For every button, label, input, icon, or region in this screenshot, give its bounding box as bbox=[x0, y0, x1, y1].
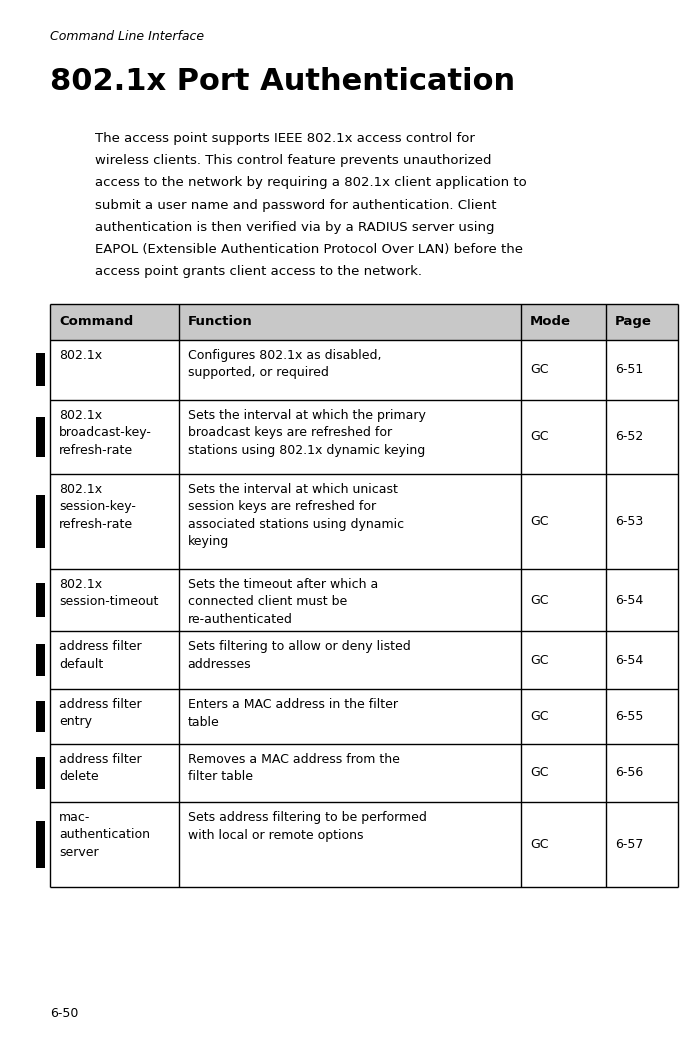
Text: Configures 802.1x as disabled,
supported, or required: Configures 802.1x as disabled, supported… bbox=[188, 349, 382, 380]
Text: GC: GC bbox=[530, 515, 549, 528]
Text: Sets address filtering to be performed
with local or remote options: Sets address filtering to be performed w… bbox=[188, 811, 426, 842]
Text: The access point supports IEEE 802.1x access control for: The access point supports IEEE 802.1x ac… bbox=[95, 132, 475, 145]
Text: GC: GC bbox=[530, 838, 549, 851]
Text: 6-56: 6-56 bbox=[615, 767, 643, 780]
Text: GC: GC bbox=[530, 593, 549, 607]
Bar bbox=[36, 353, 45, 386]
Text: GC: GC bbox=[530, 430, 549, 444]
Bar bbox=[36, 822, 45, 868]
Text: 802.1x: 802.1x bbox=[59, 349, 102, 362]
Text: Sets the interval at which unicast
session keys are refreshed for
associated sta: Sets the interval at which unicast sessi… bbox=[188, 483, 404, 548]
Text: 802.1x Port Authentication: 802.1x Port Authentication bbox=[50, 67, 515, 96]
Text: Sets the interval at which the primary
broadcast keys are refreshed for
stations: Sets the interval at which the primary b… bbox=[188, 409, 426, 457]
Bar bbox=[36, 495, 45, 548]
Text: Sets the timeout after which a
connected client must be
re-authenticated: Sets the timeout after which a connected… bbox=[188, 578, 378, 626]
Text: Command Line Interface: Command Line Interface bbox=[50, 31, 204, 43]
Text: 6-57: 6-57 bbox=[615, 838, 643, 851]
Text: 6-54: 6-54 bbox=[615, 593, 643, 607]
Text: 6-50: 6-50 bbox=[50, 1007, 78, 1020]
Text: GC: GC bbox=[530, 710, 549, 723]
Text: submit a user name and password for authentication. Client: submit a user name and password for auth… bbox=[95, 199, 496, 211]
Text: access to the network by requiring a 802.1x client application to: access to the network by requiring a 802… bbox=[95, 177, 526, 189]
Text: 6-51: 6-51 bbox=[615, 364, 643, 377]
Bar bbox=[36, 702, 45, 731]
Bar bbox=[36, 757, 45, 789]
Text: Sets filtering to allow or deny listed
addresses: Sets filtering to allow or deny listed a… bbox=[188, 640, 410, 670]
Text: mac-
authentication
server: mac- authentication server bbox=[59, 811, 150, 859]
Text: 6-52: 6-52 bbox=[615, 430, 643, 444]
Text: 6-54: 6-54 bbox=[615, 653, 643, 667]
Text: 802.1x
session-timeout: 802.1x session-timeout bbox=[59, 578, 158, 608]
Text: Enters a MAC address in the filter
table: Enters a MAC address in the filter table bbox=[188, 697, 398, 728]
Text: 802.1x
session-key-
refresh-rate: 802.1x session-key- refresh-rate bbox=[59, 483, 136, 531]
Bar bbox=[36, 644, 45, 676]
Text: GC: GC bbox=[530, 653, 549, 667]
Bar bbox=[50, 304, 678, 340]
Text: address filter
entry: address filter entry bbox=[59, 697, 141, 728]
Text: Command: Command bbox=[59, 316, 133, 328]
Text: authentication is then verified via by a RADIUS server using: authentication is then verified via by a… bbox=[95, 221, 494, 234]
Text: EAPOL (Extensible Authentication Protocol Over LAN) before the: EAPOL (Extensible Authentication Protoco… bbox=[95, 243, 523, 256]
Bar bbox=[36, 583, 45, 618]
Text: address filter
default: address filter default bbox=[59, 640, 141, 670]
Text: Mode: Mode bbox=[530, 316, 571, 328]
Text: Removes a MAC address from the
filter table: Removes a MAC address from the filter ta… bbox=[188, 753, 400, 784]
Text: 6-53: 6-53 bbox=[615, 515, 643, 528]
Text: Function: Function bbox=[188, 316, 253, 328]
Text: address filter
delete: address filter delete bbox=[59, 753, 141, 784]
Text: access point grants client access to the network.: access point grants client access to the… bbox=[95, 265, 422, 278]
Text: Page: Page bbox=[615, 316, 652, 328]
Text: GC: GC bbox=[530, 767, 549, 780]
Text: GC: GC bbox=[530, 364, 549, 377]
Text: 6-55: 6-55 bbox=[615, 710, 643, 723]
Text: 802.1x
broadcast-key-
refresh-rate: 802.1x broadcast-key- refresh-rate bbox=[59, 409, 152, 457]
Text: wireless clients. This control feature prevents unauthorized: wireless clients. This control feature p… bbox=[95, 155, 491, 167]
Bar bbox=[36, 417, 45, 458]
